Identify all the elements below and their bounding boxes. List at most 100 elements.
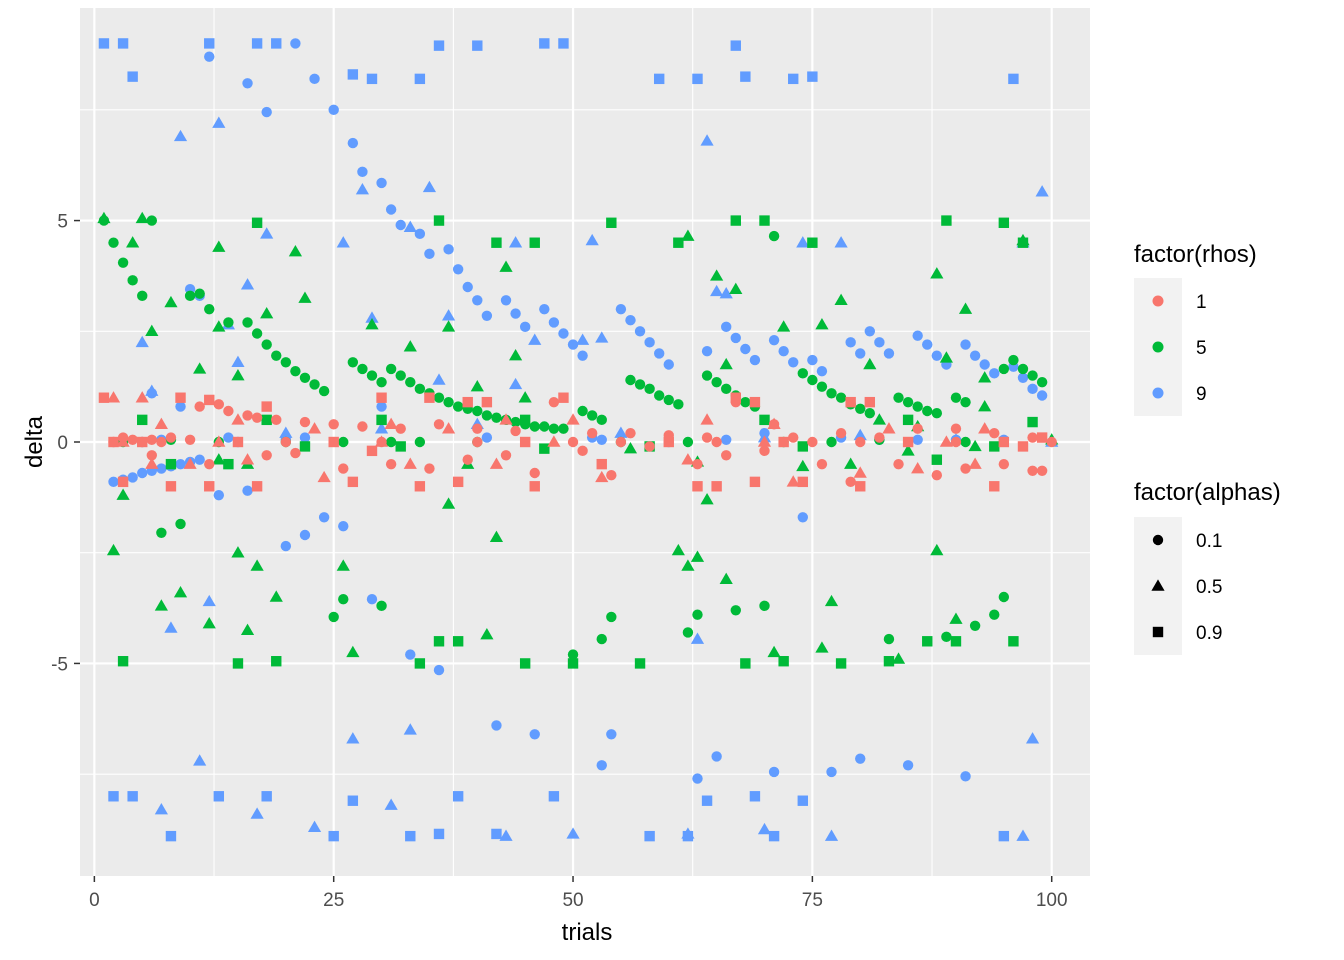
data-point xyxy=(231,355,245,368)
data-point xyxy=(835,392,847,403)
data-point xyxy=(299,372,311,383)
data-point xyxy=(288,244,303,257)
data-point xyxy=(692,73,703,85)
data-point xyxy=(711,481,722,492)
data-point xyxy=(146,450,158,461)
data-point xyxy=(175,392,186,403)
data-point xyxy=(864,326,876,337)
data-point xyxy=(173,129,188,142)
data-point xyxy=(529,237,540,248)
data-point xyxy=(730,332,741,344)
data-point xyxy=(653,348,665,359)
data-point xyxy=(328,436,339,448)
data-point xyxy=(978,422,992,434)
data-point xyxy=(824,829,839,841)
data-point xyxy=(663,394,674,406)
data-point xyxy=(481,410,493,421)
data-point xyxy=(606,611,617,623)
data-point xyxy=(577,445,588,457)
data-point xyxy=(518,391,532,403)
data-point xyxy=(213,399,225,410)
data-point xyxy=(663,436,674,448)
legend-rhos-label: 5 xyxy=(1196,338,1207,359)
data-point xyxy=(156,463,167,474)
data-point xyxy=(357,421,368,432)
data-point xyxy=(385,204,397,215)
data-point xyxy=(797,476,808,488)
data-point xyxy=(405,649,416,660)
data-point xyxy=(796,459,810,472)
data-point xyxy=(204,38,215,49)
legend-alphas: factor(alphas) 0.1 0.5 0.9 xyxy=(1134,479,1281,655)
legend-rhos-key xyxy=(1152,295,1164,307)
data-point xyxy=(328,104,339,116)
data-point xyxy=(433,664,445,676)
data-point xyxy=(606,729,617,740)
data-point xyxy=(251,38,263,49)
data-point xyxy=(271,38,282,49)
data-point xyxy=(958,302,973,314)
data-point xyxy=(462,281,473,293)
data-point xyxy=(366,594,378,605)
data-point xyxy=(576,333,590,345)
data-point xyxy=(472,423,483,434)
data-point xyxy=(1008,636,1019,647)
data-point xyxy=(250,807,264,819)
data-point xyxy=(510,416,521,428)
data-point xyxy=(950,423,962,434)
data-point xyxy=(137,436,148,448)
data-point xyxy=(558,328,569,339)
data-point xyxy=(931,454,943,465)
data-point xyxy=(1046,436,1057,448)
data-point xyxy=(653,73,665,85)
data-point xyxy=(433,215,445,226)
data-point xyxy=(615,436,627,448)
data-point xyxy=(998,217,1010,228)
data-point xyxy=(376,177,387,189)
data-point xyxy=(625,374,636,386)
data-point xyxy=(366,445,378,457)
data-point xyxy=(290,447,301,459)
data-point xyxy=(338,463,349,474)
data-point xyxy=(223,405,234,417)
data-point xyxy=(395,370,406,381)
data-point xyxy=(701,346,713,357)
legend-alphas-label: 0.9 xyxy=(1196,623,1222,644)
data-point xyxy=(261,791,272,802)
data-point xyxy=(874,337,885,348)
data-point xyxy=(864,396,876,408)
data-point xyxy=(634,326,646,337)
data-point xyxy=(489,457,504,469)
data-point xyxy=(595,470,609,483)
data-point xyxy=(481,310,493,321)
data-point xyxy=(470,380,484,392)
data-point xyxy=(194,454,205,465)
data-point xyxy=(175,518,186,530)
data-point xyxy=(194,288,205,299)
data-point xyxy=(193,754,207,766)
data-point xyxy=(108,791,119,802)
data-point xyxy=(692,609,703,620)
data-point xyxy=(213,489,225,501)
data-point xyxy=(173,585,188,598)
data-point xyxy=(347,137,359,149)
data-point xyxy=(156,436,167,448)
data-point xyxy=(357,166,368,178)
data-point xyxy=(692,773,703,784)
data-point xyxy=(519,321,531,333)
data-point xyxy=(338,520,349,532)
data-point xyxy=(529,481,540,492)
data-point xyxy=(998,436,1010,448)
data-point xyxy=(491,828,502,840)
data-point xyxy=(193,362,207,374)
data-point xyxy=(212,453,226,465)
legend-alphas-label: 0.1 xyxy=(1196,531,1222,552)
data-point xyxy=(548,396,560,408)
data-point xyxy=(567,649,579,660)
data-point xyxy=(681,827,695,839)
data-point xyxy=(939,351,953,363)
data-point xyxy=(242,410,253,421)
data-point xyxy=(998,363,1010,375)
data-point xyxy=(663,430,674,441)
data-point xyxy=(97,211,111,224)
